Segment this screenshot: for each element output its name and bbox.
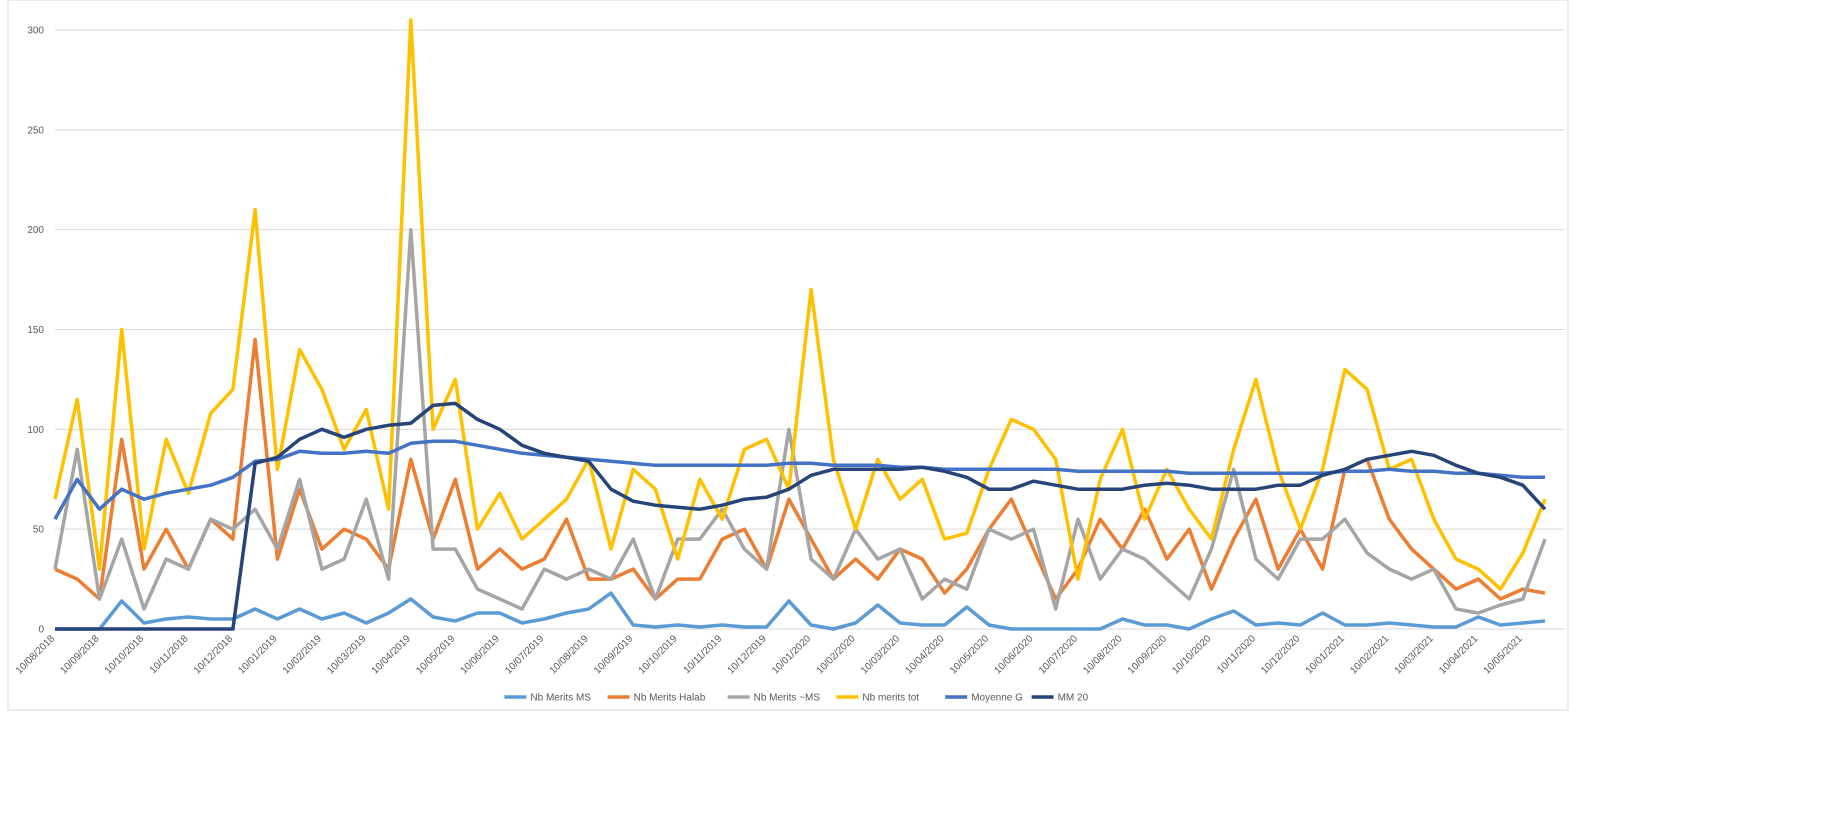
series-line: [53, 227, 1547, 615]
series-line: [55, 401, 1547, 631]
y-tick-label: 50: [33, 525, 45, 536]
legend-label: Nb Merits MS: [530, 693, 591, 704]
legend-label: MM 20: [1058, 693, 1089, 704]
legend-label: Nb Merits ~MS: [754, 693, 821, 704]
y-tick-label: 100: [27, 425, 44, 436]
legend-label: Moyenne G: [971, 693, 1023, 704]
y-tick-label: 200: [27, 225, 44, 236]
y-tick-label: 300: [27, 26, 44, 37]
series-line: [53, 439, 1545, 521]
y-tick-label: 0: [38, 625, 44, 636]
legend-label: Nb Merits Halab: [634, 693, 706, 704]
series-line: [55, 591, 1546, 631]
y-tick-label: 250: [27, 125, 44, 136]
series-line: [53, 18, 1547, 591]
legend-label: Nb merits tot: [862, 693, 919, 704]
y-tick-label: 150: [27, 325, 44, 336]
